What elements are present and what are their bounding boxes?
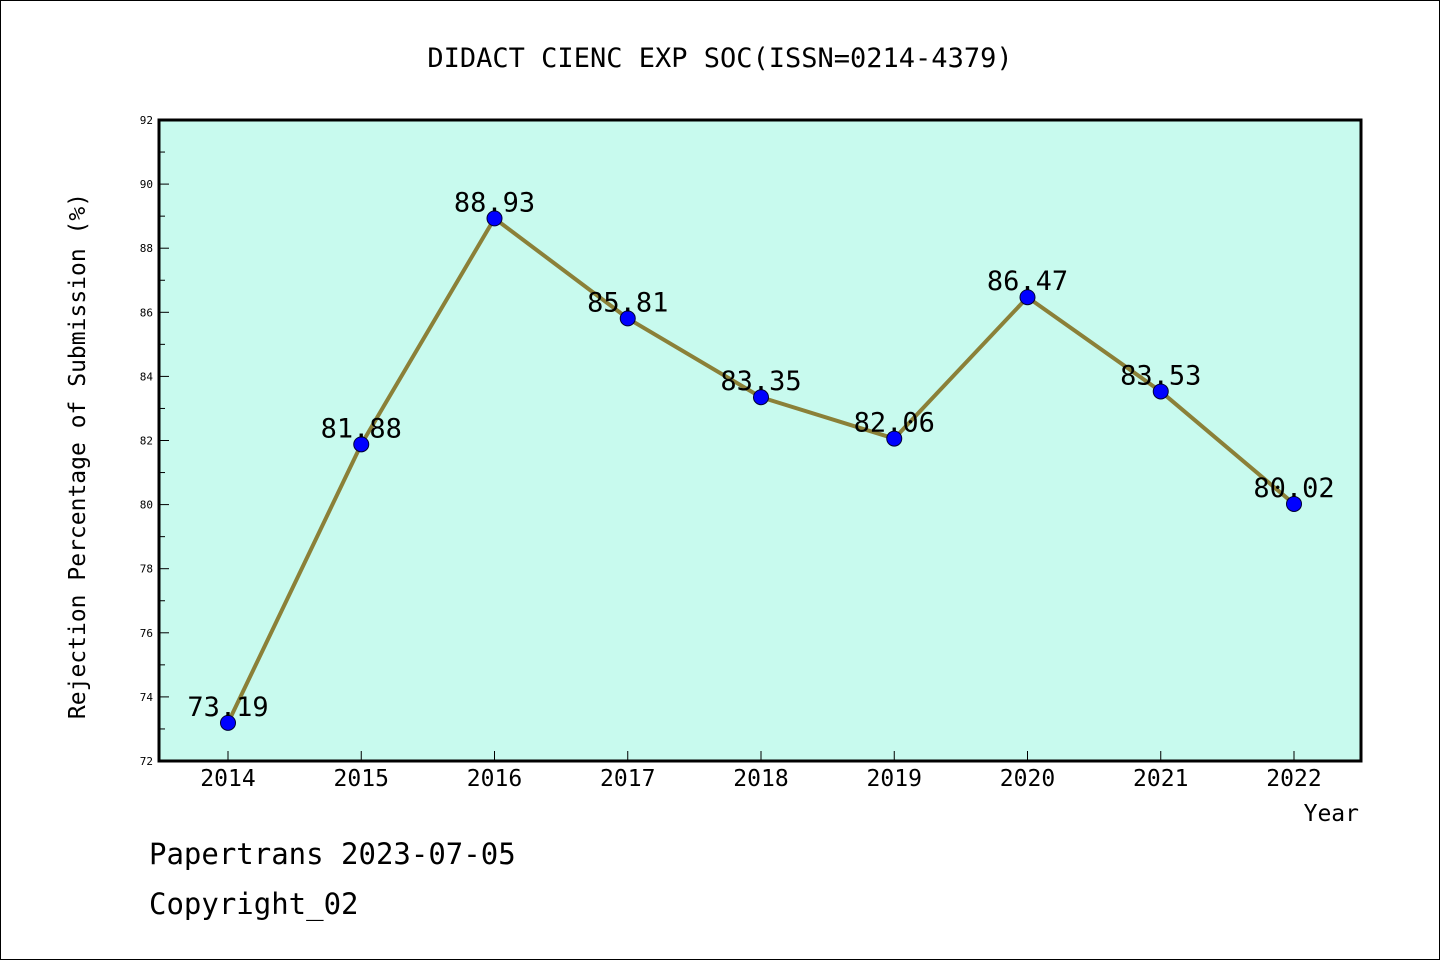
y-tick-label: 82 (140, 435, 153, 448)
data-label: 83.35 (720, 366, 801, 397)
data-point (619, 310, 636, 327)
y-tick-label: 90 (140, 178, 153, 191)
y-tick-label: 84 (140, 370, 154, 383)
x-tick-label: 2015 (334, 766, 389, 792)
x-axis-title: Year (1304, 801, 1359, 827)
y-axis-title: Rejection Percentage of Submission (%) (65, 193, 91, 719)
footer-copyright: Copyright_02 (149, 887, 359, 921)
x-tick-label: 2018 (733, 766, 788, 792)
data-point (1286, 495, 1302, 512)
data-label: 80.02 (1253, 473, 1334, 504)
data-point (1152, 383, 1169, 400)
x-tick-label: 2021 (1133, 766, 1188, 792)
data-label: 82.06 (854, 408, 935, 439)
x-tick-label: 2022 (1266, 766, 1321, 792)
data-label: 83.53 (1120, 360, 1201, 391)
x-tick-label: 2014 (200, 766, 255, 792)
x-axis: 2014 2015 2016 2017 2018 2019 2020 2021 2022 (200, 751, 1322, 792)
footer-date: Papertrans 2023-07-05 (149, 837, 516, 871)
chart-title: DIDACT CIENC EXP SOC(ISSN=0214-4379) (427, 43, 1012, 74)
y-tick-label: 78 (140, 563, 153, 576)
data-label: 85.81 (587, 287, 668, 318)
x-tick-label: 2020 (1000, 766, 1055, 792)
data-point (1019, 289, 1036, 306)
data-point (486, 210, 503, 227)
y-tick-label: 74 (140, 691, 154, 704)
data-point (353, 436, 370, 453)
y-tick-label: 80 (140, 499, 153, 512)
data-label: 88.93 (454, 187, 535, 218)
x-tick-label: 2019 (867, 766, 922, 792)
x-tick-label: 2016 (467, 766, 522, 792)
data-point (886, 430, 903, 447)
y-axis: 72 74 76 78 80 82 84 86 88 90 92 (140, 114, 169, 768)
data-point (753, 389, 769, 406)
x-tick-label: 2017 (600, 766, 655, 792)
data-label: 81.88 (321, 413, 402, 444)
data-label: 86.47 (987, 266, 1068, 297)
plot-frame (157, 118, 1363, 763)
series: 73.19 81.88 88.93 85.81 83.35 82.06 86.47 83.53… (187, 187, 1335, 731)
data-point (220, 714, 236, 731)
data-label: 73.19 (187, 692, 268, 723)
y-tick-label: 92 (140, 114, 153, 127)
y-tick-label: 88 (140, 242, 153, 255)
y-tick-label: 86 (140, 306, 153, 319)
y-tick-label: 72 (140, 755, 153, 768)
y-tick-label: 76 (140, 627, 153, 640)
